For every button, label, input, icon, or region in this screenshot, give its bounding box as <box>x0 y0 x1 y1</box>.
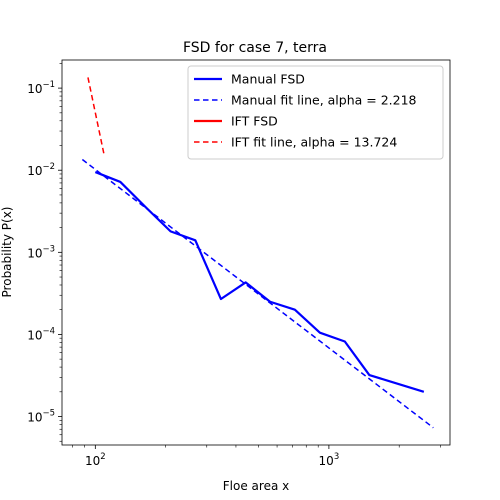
y-tick-label-2-base: 10 <box>27 246 42 260</box>
x-tick-label-0-base: 10 <box>85 454 100 468</box>
y-tick-label-1-exponent: −4 <box>42 326 55 336</box>
y-tick-label-0-base: 10 <box>27 411 42 425</box>
chart-title: FSD for case 7, terra <box>183 40 327 56</box>
x-axis-label: Floe area x <box>223 479 289 493</box>
y-tick-label-3-base: 10 <box>27 164 42 178</box>
y-tick-label-1: 10−4 <box>27 326 55 342</box>
y-tick-label-2: 10−3 <box>27 244 55 260</box>
legend: Manual FSD Manual fit line, alpha = 2.218… <box>187 65 444 160</box>
y-tick-label-4-exponent: −1 <box>42 80 55 90</box>
legend-label-0: Manual FSD <box>231 72 305 87</box>
legend-label-1: Manual fit line, alpha = 2.218 <box>231 93 417 108</box>
x-tick-label-1-base: 10 <box>319 454 334 468</box>
legend-label-3: IFT fit line, alpha = 13.724 <box>231 135 397 150</box>
y-tick-label-3: 10−2 <box>27 162 55 178</box>
legend-box <box>187 65 444 160</box>
y-tick-label-0-exponent: −5 <box>42 409 55 419</box>
y-tick-label-2-exponent: −3 <box>42 244 55 254</box>
series-line-1 <box>81 158 434 429</box>
y-tick-label-0: 10−5 <box>27 409 55 425</box>
series-line-3 <box>87 77 105 155</box>
x-tick-label-0-exponent: 2 <box>100 452 105 462</box>
series-line-0 <box>94 171 425 393</box>
y-tick-label-3-exponent: −2 <box>42 162 55 172</box>
y-axis-label: Probability P(x) <box>0 207 14 298</box>
y-tick-label-1-base: 10 <box>27 328 42 342</box>
x-tick-label-1-exponent: 3 <box>334 452 339 462</box>
y-tick-label-4: 10−1 <box>27 80 55 96</box>
x-tick-label-1: 103 <box>319 452 340 468</box>
y-tick-label-4-base: 10 <box>27 82 42 96</box>
plot-layer <box>81 77 434 429</box>
legend-label-2: IFT FSD <box>231 114 278 129</box>
x-tick-label-0: 102 <box>85 452 106 468</box>
